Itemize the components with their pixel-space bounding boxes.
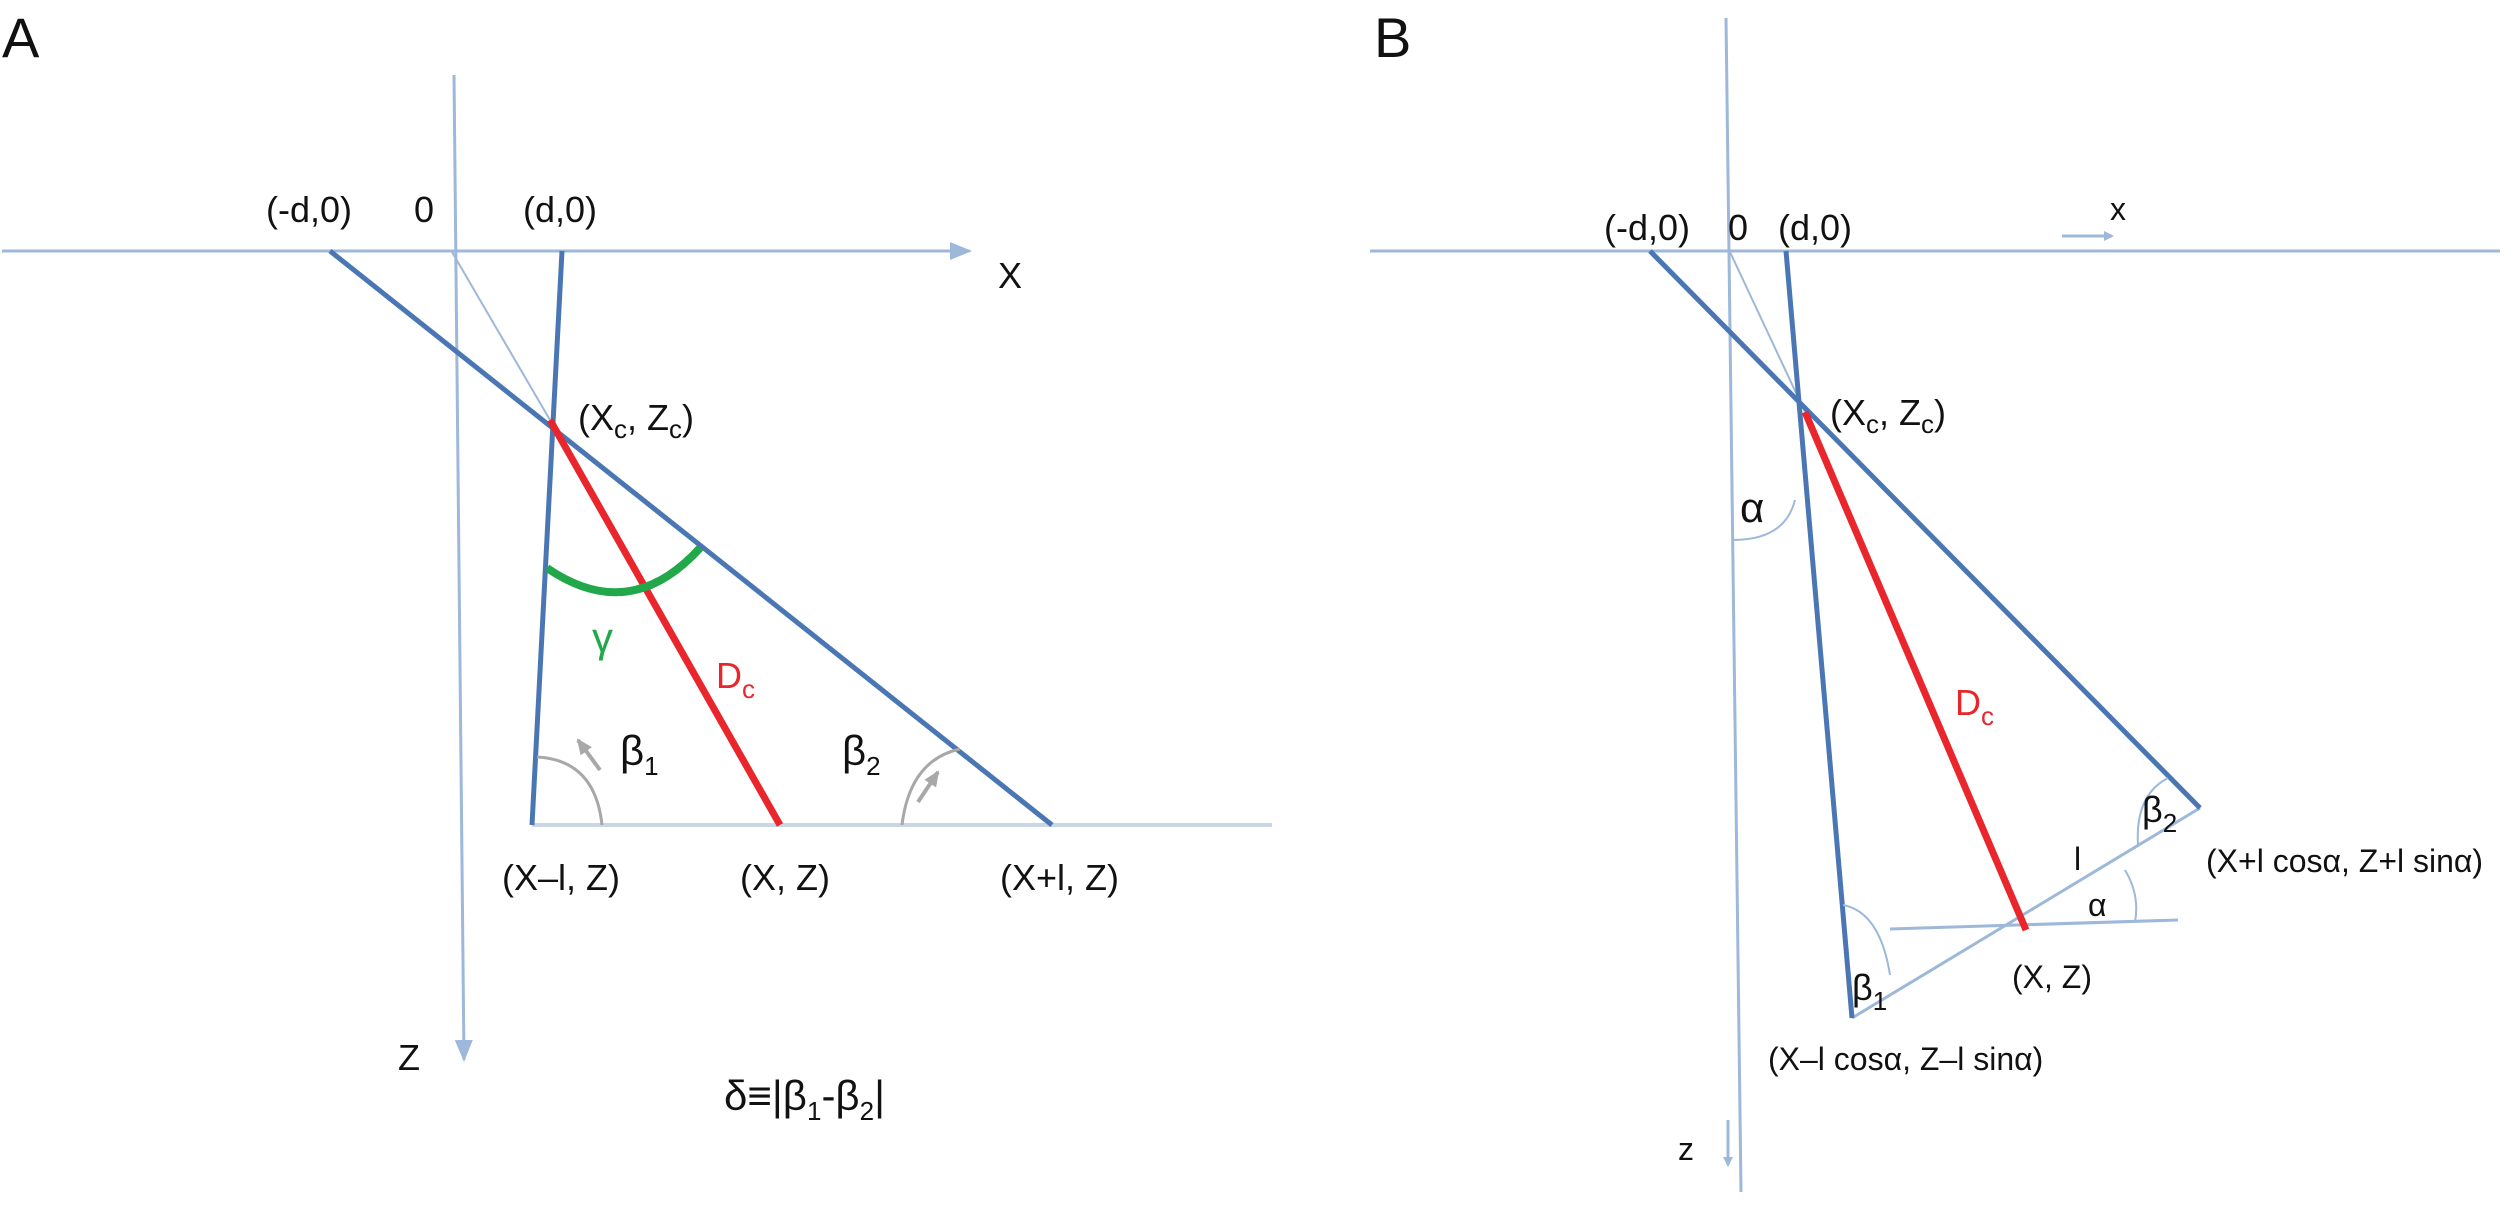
panel-b-length-label: l [2074, 841, 2081, 877]
panel-a-beta2-arrow [916, 770, 940, 804]
panel-a-beta1-arc [536, 755, 604, 826]
panel-b-ray-right-source [1783, 250, 1855, 1019]
panel-b-point-left-label: (X–l cosα, Z–l sinα) [1768, 1041, 2043, 1077]
panel-a-letter: A [2, 6, 40, 69]
panel-a-beta1-label: β1 [620, 727, 659, 781]
panel-b-alpha-bottom-arc [2124, 869, 2138, 923]
panel-a-formula: δ≡|β1-β2| [724, 1072, 885, 1126]
panel-a-origin-ray [451, 251, 551, 421]
panel-b-z-label: z [1678, 1131, 1694, 1167]
panel-a-point-mid-label: (X, Z) [740, 857, 830, 898]
panel-b-dc-segment [1801, 410, 2030, 932]
panel-a-beta1-arrow [576, 738, 602, 772]
panel-b-alpha-top-label: α [1740, 484, 1764, 531]
panel-b-beta2-arc [2136, 777, 2169, 846]
panel-b-origin-label: 0 [1728, 207, 1748, 248]
panel-a-center-label: (Xc, Zc) [578, 397, 694, 444]
panel-a-dc-label: Dc [716, 655, 755, 704]
panel-b-tilted-baseline [1851, 806, 2201, 1020]
panel-a-ray-left-source [328, 249, 1054, 827]
panel-b-beta1-label: β1 [1852, 967, 1887, 1016]
panel-a-left-source-label: (-d,0) [266, 189, 352, 230]
panel-b-z-axis [1724, 17, 1743, 1193]
panel-b-x-label: x [2110, 191, 2126, 227]
panel-b-point-right-label: (X+l cosα, Z+l sinα) [2206, 843, 2483, 879]
panel-a-dc-segment [546, 418, 784, 827]
panel-b-center-label: (Xc, Zc) [1830, 392, 1946, 439]
panel-b-origin-ray [1729, 251, 1806, 413]
panel-a-z-label: Z [398, 1037, 420, 1078]
panel-a-point-right-label: (X+l, Z) [1000, 857, 1119, 898]
panel-a-right-source-label: (d,0) [523, 189, 597, 230]
panel-b-left-source-label: (-d,0) [1604, 207, 1690, 248]
panel-a-z-axis [452, 74, 473, 1062]
panel-a-point-left-label: (X–l, Z) [502, 857, 620, 898]
panel-a-gamma-arc [544, 545, 703, 597]
panel-b-beta1-arc [1842, 904, 1891, 976]
panel-b-alpha-bottom-label: α [2088, 887, 2107, 923]
panel-a: A X Z 0 (-d,0) (d,0) (Xc, Zc) γ Dc β1 β2… [2, 6, 1272, 1126]
panel-a-gamma-label: γ [592, 614, 613, 661]
panel-b-point-mid-label: (X, Z) [2012, 959, 2092, 995]
panel-a-ray-right-source [529, 250, 565, 826]
panel-b: B x z 0 (-d,0) (d,0) (Xc, Zc) α Dc β1 β2… [1370, 6, 2500, 1193]
panel-b-letter: B [1374, 6, 1411, 69]
panel-b-ray-left-source [1648, 249, 2202, 810]
panel-b-right-source-label: (d,0) [1778, 207, 1852, 248]
panel-a-beta2-label: β2 [842, 727, 881, 781]
panel-b-dc-label: Dc [1955, 682, 1994, 731]
panel-b-horizontal-ref [1889, 918, 2179, 931]
panel-b-alpha-top-arc [1732, 499, 1796, 541]
panel-b-beta2-label: β2 [2142, 789, 2177, 838]
panel-a-beta2-arc [900, 747, 961, 826]
panel-a-x-label: X [998, 255, 1022, 296]
panel-a-origin-label: 0 [414, 189, 434, 230]
